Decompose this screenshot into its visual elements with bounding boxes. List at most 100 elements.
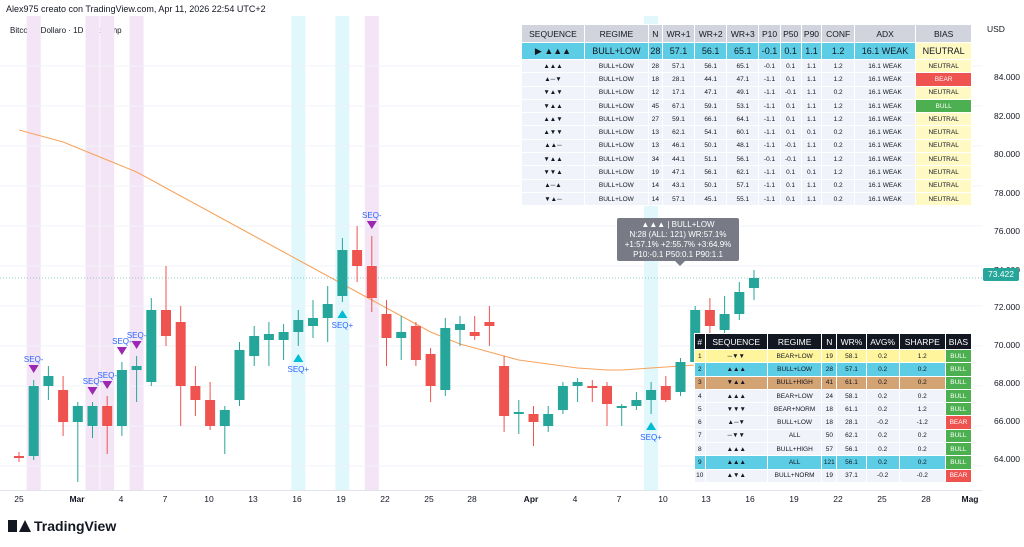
seq-table-cell: 57.1 [726, 178, 760, 193]
seq-table-cell: 0.1 [779, 58, 802, 74]
rank-table-cell: 10 [694, 468, 706, 483]
seq-table-cell: ▲▲─ [521, 138, 585, 154]
seq-column-header: BIAS [915, 24, 972, 43]
candle-body [646, 390, 657, 400]
currency-label: USD [987, 24, 1005, 34]
candle-body [719, 314, 730, 330]
date-axis[interactable]: 25 Mar 4 7 10 13 16 19 22 25 28 Apr 4 7 10 13 16 19 22 25 28… [0, 490, 982, 504]
rank-table-row: 8 ▲▲▲ BULL+HIGH 57 56.1 0.2 0.2 BULL [694, 442, 973, 457]
seq-table-cell: 46.1 [661, 138, 696, 154]
seq-table-cell: 1.1 [800, 138, 823, 154]
sequence-stats-table: SEQUENCE REGIME N WR+1 WR+2 WR+3 P10 P50 P90 CONF… [521, 24, 972, 207]
date-tick-label: 16 [745, 494, 755, 504]
seq-table-cell: 0.2 [821, 125, 855, 140]
seq-table-cell: 16.1 WEAK [853, 152, 917, 167]
seq-table-cell: 1.2 [821, 72, 855, 87]
seq-table-cell: 1.1 [800, 178, 823, 193]
seq-column-header: WR+1 [661, 24, 696, 43]
rank-table-cell: ▲▲▲ [704, 442, 768, 457]
seq-table-cell: 28 [647, 42, 663, 60]
price-tick-label: 78.000 [994, 188, 1020, 198]
rank-table-cell: ─▼▼ [704, 428, 768, 444]
seq-minus-marker [87, 387, 98, 395]
rank-table-cell: BEAR+LOW [766, 388, 823, 404]
brand-name: TradingView [34, 518, 117, 534]
seq-table-cell: -1.1 [758, 178, 781, 193]
rank-table-cell: -0.2 [865, 415, 900, 430]
rank-table-cell: 0.2 [898, 362, 946, 377]
seq-table-cell: 1.1 [800, 98, 823, 114]
seq-table-cell: 16.1 WEAK [853, 98, 917, 114]
seq-table-row: ▼▲─ BULL+LOW 14 57.1 45.1 55.1 -1.1 0.1 1.1 0.2 16… [521, 191, 972, 207]
candle-body [278, 332, 289, 340]
seq-table-cell: 45.1 [694, 191, 728, 207]
rank-column-header: BIAS [944, 333, 973, 350]
seq-table-cell: ▼▲▲ [521, 152, 585, 167]
sequence-tooltip: ▲▲▲ | BULL+LOW N:28 (ALL: 121) WR:57.1% … [617, 218, 739, 266]
seq-table-cell: 50.1 [694, 178, 728, 193]
seq-plus-marker [646, 422, 657, 430]
candle-body [675, 362, 686, 392]
seq-table-cell: 57.1 [661, 58, 696, 74]
seq-table-row: ▲▲▼ BULL+LOW 27 59.1 66.1 64.1 -1.1 0.1 1.1 1.2 16… [521, 112, 972, 127]
rank-table-row: 1 ─▼▼ BEAR+LOW 19 58.1 0.2 1.2 BULL [694, 348, 973, 364]
seq-table-cell: NEUTRAL [915, 165, 972, 180]
rank-table-cell: ALL [766, 455, 823, 470]
candle-body [102, 406, 113, 426]
rank-table-cell: ─▼▼ [704, 348, 768, 364]
candle-body [14, 456, 24, 458]
rank-table-cell: 5 [694, 402, 706, 417]
rank-table-cell: 58.1 [836, 348, 867, 364]
seq-table-cell: BULL+LOW [583, 98, 649, 114]
seq-table-cell: -0.1 [779, 152, 802, 167]
rank-table-row: 7 ─▼▼ ALL 50 62.1 0.2 0.2 BULL [694, 428, 973, 444]
seq-table-cell: ▼▲─ [521, 191, 585, 207]
seq-plus-label: SEQ+ [288, 365, 310, 374]
candle-body [455, 324, 465, 330]
seq-column-header: CONF [821, 24, 855, 43]
candle-body [249, 336, 260, 356]
tooltip-line-2: N:28 (ALL: 121) WR:57.1% [629, 230, 727, 239]
seq-table-cell: NEUTRAL [915, 112, 972, 127]
seq-table-cell: 13 [647, 138, 663, 154]
seq-table-cell: 1.2 [821, 42, 855, 60]
seq-table-cell: 0.2 [821, 85, 855, 100]
rank-table-cell: 37.1 [836, 468, 867, 483]
seq-table-row: ▲▲▲ BULL+LOW 28 57.1 56.1 65.1 -0.1 0.1 1.1 1.2 16… [521, 58, 972, 74]
candle-body [704, 310, 715, 326]
seq-table-cell: -1.1 [758, 125, 781, 140]
rank-table-cell: 56.1 [836, 442, 867, 457]
seq-table-cell: ▼▲▲ [521, 98, 585, 114]
rank-table-cell: 4 [694, 388, 706, 404]
seq-table-cell: 51.1 [694, 152, 728, 167]
date-tick-label: 28 [467, 494, 477, 504]
seq-table-cell: 28 [647, 58, 663, 74]
rank-table-cell: 6 [694, 415, 706, 430]
price-axis[interactable]: 84.00082.00080.00078.00076.00074.00072.0… [982, 16, 1024, 490]
rank-table-row: 2 ▲▲▲ BULL+LOW 28 57.1 0.2 0.2 BULL [694, 362, 973, 377]
seq-table-cell: 1.1 [800, 58, 823, 74]
date-tick-label: Mag [961, 494, 979, 504]
candle-body [616, 406, 627, 408]
candle-body [381, 314, 392, 338]
rank-table-cell: 56.1 [836, 455, 867, 470]
rank-table-cell: BULL+LOW [766, 415, 823, 430]
seq-table-cell: 0.1 [800, 165, 823, 180]
highlight-band [85, 16, 100, 490]
date-tick-label: 28 [921, 494, 931, 504]
rank-table-cell: 41 [821, 375, 838, 390]
candle-body [131, 366, 142, 370]
seq-table-cell: -1.1 [758, 98, 781, 114]
rank-table-cell: ▼▼▼ [704, 402, 768, 417]
tradingview-logo-icon [8, 520, 31, 532]
seq-table-cell: BULL+LOW [583, 58, 649, 74]
seq-table-cell: 56.1 [694, 165, 728, 180]
seq-table-row: ▶ ▲▲▲ BULL+LOW 28 57.1 56.1 65.1 -0.1 0.1 1.1 1.2… [521, 42, 972, 60]
seq-column-header: P10 [758, 24, 781, 43]
seq-table-cell: 54.1 [694, 125, 728, 140]
seq-table-cell: 1.1 [800, 42, 823, 60]
rank-table-cell: 0.2 [865, 362, 900, 377]
seq-table-cell: 56.1 [694, 42, 728, 60]
tradingview-logo[interactable]: TradingView [8, 518, 116, 534]
rank-table-cell: BULL+HIGH [766, 442, 823, 457]
